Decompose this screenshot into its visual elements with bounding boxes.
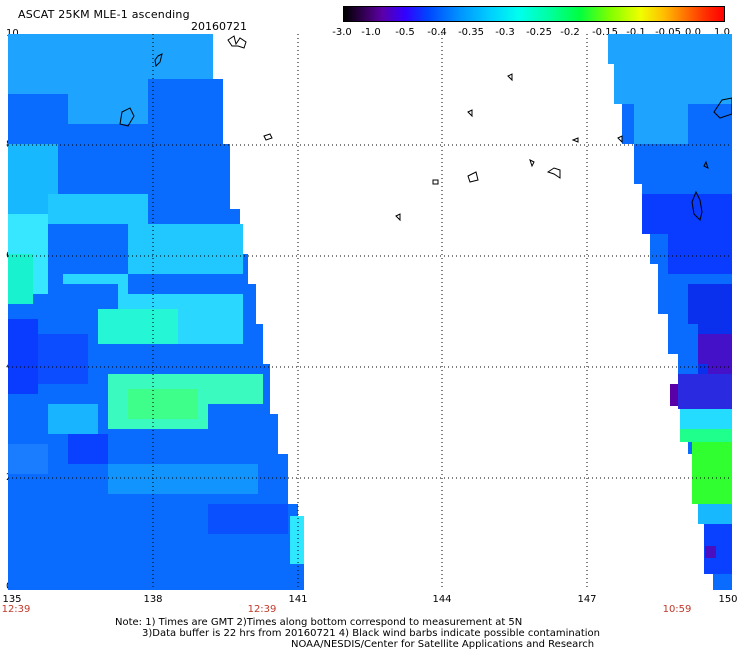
colorbar-tick: -0.25 (526, 27, 552, 38)
time-label: 12:39 (247, 604, 277, 615)
lon-label: 144 (432, 594, 452, 605)
colorbar-tick: -0.2 (560, 27, 580, 38)
time-label: 10:59 (662, 604, 692, 615)
note-line: Note: 1) Times are GMT 2)Times along bot… (115, 617, 523, 628)
lat-label: 10 (6, 28, 19, 39)
colorbar-tick: -3.0 (332, 27, 352, 38)
lon-label: 138 (143, 594, 163, 605)
scatterometer-map (8, 34, 732, 590)
colorbar-tick: -0.1 (626, 27, 646, 38)
map-title: ASCAT 25KM MLE-1 ascending (18, 8, 190, 21)
colorbar-tick: 1.0 (714, 27, 730, 38)
graticule (8, 34, 732, 590)
coastlines (119, 35, 732, 222)
colorbar-ticks: -3.0 -1.0 -0.5 -0.4 -0.35 -0.3 -0.25 -0.… (331, 27, 733, 39)
time-label: 12:39 (1, 604, 31, 615)
map-date: 20160721 (191, 20, 247, 33)
colorbar-tick: 0.0 (685, 27, 701, 38)
colorbar-tick: -0.4 (427, 27, 447, 38)
lon-label: 135 (2, 594, 22, 605)
lon-label: 147 (577, 594, 597, 605)
note-line: 3)Data buffer is 22 hrs from 20160721 4)… (142, 628, 600, 639)
colorbar-tick: -0.15 (592, 27, 618, 38)
colorbar (343, 6, 725, 22)
lon-label: 150 (718, 594, 738, 605)
lon-label: 141 (288, 594, 308, 605)
colorbar-tick: -1.0 (361, 27, 381, 38)
west-swath (8, 34, 304, 590)
colorbar-tick: -0.5 (395, 27, 415, 38)
east-swath (608, 34, 732, 590)
notes: Note: 1) Times are GMT 2)Times along bot… (115, 617, 600, 650)
note-line: NOAA/NESDIS/Center for Satellite Applica… (291, 639, 595, 650)
colorbar-tick: -0.3 (495, 27, 515, 38)
colorbar-tick: -0.05 (655, 27, 681, 38)
colorbar-tick: -0.35 (458, 27, 484, 38)
